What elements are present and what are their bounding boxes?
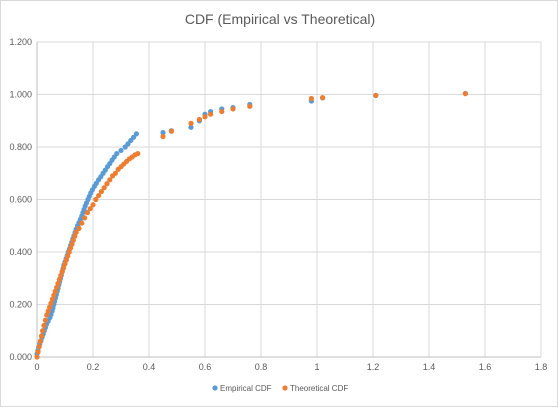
data-point: [41, 322, 47, 329]
data-point: [55, 280, 61, 287]
legend-label: Empirical CDF: [220, 384, 272, 393]
data-point: [87, 206, 93, 212]
data-point: [56, 276, 63, 283]
legend-marker: [212, 385, 218, 391]
data-point: [135, 150, 141, 157]
data-point: [168, 128, 174, 134]
gridlines: [37, 41, 542, 357]
data-point: [308, 95, 314, 102]
data-point: [133, 131, 139, 137]
data-point: [40, 328, 46, 334]
data-point: [47, 304, 53, 310]
y-tick-label: 1.200: [9, 37, 32, 47]
x-tick-label: 0.6: [199, 362, 212, 372]
x-tick-label: 0: [34, 362, 39, 372]
data-point: [96, 192, 102, 199]
y-tick-label: 1.000: [9, 90, 32, 100]
legend-item: Theoretical CDF: [282, 384, 348, 393]
y-tick-label: 0.200: [9, 300, 32, 310]
data-point: [62, 261, 68, 267]
x-tick-label: 1: [314, 362, 319, 372]
data-point: [72, 233, 78, 239]
data-point: [59, 269, 65, 275]
data-point: [70, 237, 76, 243]
data-point: [49, 296, 56, 302]
data-point: [462, 91, 468, 97]
data-point: [65, 253, 71, 259]
data-point: [38, 333, 45, 339]
data-point: [61, 265, 67, 271]
data-point: [202, 114, 208, 120]
data-point: [118, 147, 124, 154]
data-point: [188, 120, 194, 126]
data-point: [63, 257, 69, 263]
y-tick-label: 0.400: [9, 247, 32, 257]
data-point: [54, 284, 60, 291]
series-theoretical-cdf: [34, 91, 468, 360]
x-tick-label: 1.8: [535, 362, 548, 372]
data-point: [69, 241, 75, 247]
data-point: [52, 288, 58, 294]
data-point: [93, 196, 99, 203]
data-point: [208, 111, 214, 117]
chart-title: CDF (Empirical vs Theoretical): [185, 11, 375, 27]
data-point: [42, 317, 49, 323]
x-tick-label: 0.8: [255, 362, 268, 372]
data-point: [34, 354, 40, 360]
data-point: [36, 343, 42, 350]
data-point: [160, 129, 166, 136]
data-point: [112, 170, 118, 176]
data-point: [79, 220, 85, 226]
data-point: [101, 185, 107, 191]
legend: Empirical CDF Theoretical CDF: [212, 384, 348, 393]
data-point: [76, 225, 82, 231]
data-point: [84, 210, 90, 216]
y-tick-labels: 0.000 0.200 0.400 0.600 0.800 1.000 1.200: [9, 37, 32, 362]
legend-label: Theoretical CDF: [290, 384, 348, 393]
series-empirical-cdf: [34, 90, 468, 357]
data-point: [230, 106, 236, 112]
x-tick-label: 1.4: [423, 362, 436, 372]
data-point: [196, 116, 202, 123]
data-point: [247, 103, 253, 109]
data-point: [51, 292, 57, 298]
legend-marker: [282, 385, 288, 391]
data-point: [37, 338, 43, 344]
data-point: [48, 300, 54, 306]
data-points: [34, 90, 468, 360]
x-tick-label: 0.4: [143, 362, 156, 372]
data-point: [373, 92, 379, 98]
data-point: [160, 133, 166, 140]
data-point: [90, 202, 96, 208]
data-point: [188, 124, 194, 130]
axes: [36, 42, 541, 358]
data-point: [45, 308, 51, 314]
data-point: [320, 95, 326, 101]
data-point: [98, 189, 104, 195]
y-tick-label: 0.800: [9, 142, 32, 152]
data-point: [219, 108, 225, 115]
data-point: [66, 249, 72, 255]
data-point: [73, 229, 79, 235]
x-tick-label: 1.6: [479, 362, 492, 372]
data-point: [68, 245, 74, 251]
x-tick-labels: 0 0.2 0.4 0.6 0.8 1 1.2 1.4 1.6 1.8: [34, 362, 547, 372]
data-point: [107, 177, 113, 183]
y-tick-label: 0.000: [9, 352, 32, 362]
x-tick-label: 0.2: [87, 362, 100, 372]
data-point: [104, 181, 110, 187]
x-tick-label: 1.2: [367, 362, 380, 372]
data-point: [58, 273, 64, 279]
data-point: [44, 312, 50, 318]
data-point: [35, 349, 41, 355]
y-tick-label: 0.600: [9, 195, 32, 205]
data-point: [82, 215, 88, 221]
data-point: [114, 150, 120, 157]
legend-item: Empirical CDF: [212, 384, 272, 393]
